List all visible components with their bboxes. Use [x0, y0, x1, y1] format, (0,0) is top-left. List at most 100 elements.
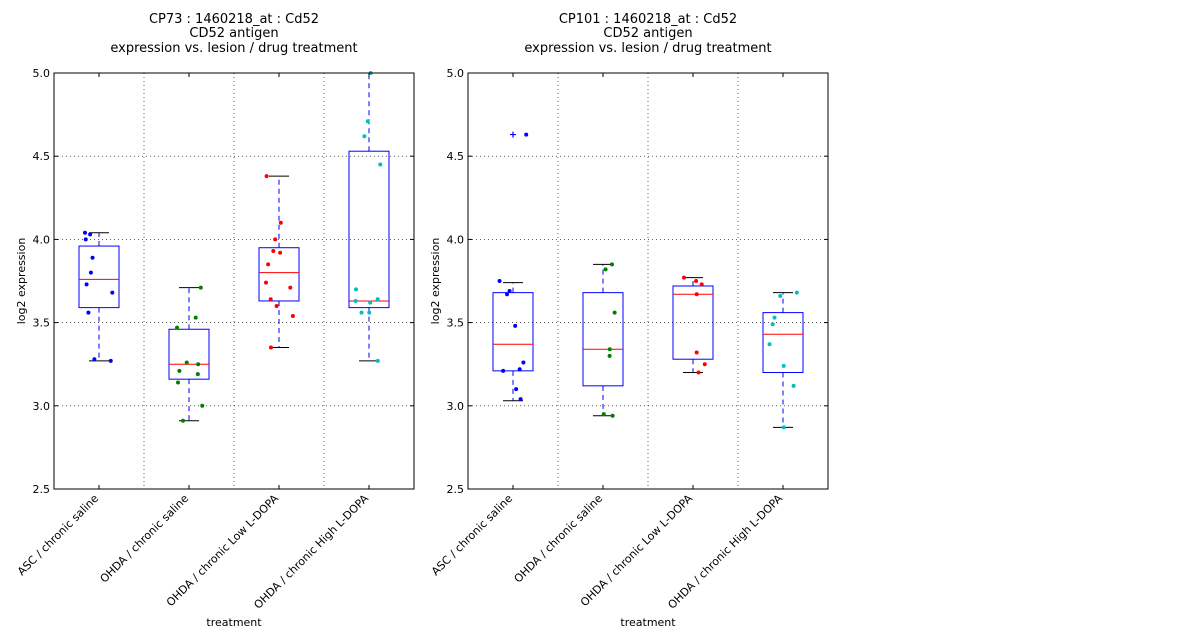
data-point — [367, 310, 372, 315]
y-tick-label: 2.5 — [33, 483, 51, 496]
data-point — [603, 267, 608, 272]
y-tick-label: 4.0 — [447, 233, 465, 246]
data-point — [353, 287, 358, 292]
data-point — [268, 297, 273, 302]
box-iqr — [672, 285, 714, 360]
data-point — [274, 303, 279, 308]
box-1 — [168, 287, 210, 422]
x-tick-label: ASC / chronic saline — [15, 492, 101, 578]
data-point — [264, 280, 269, 285]
box-2 — [258, 175, 300, 349]
data-point — [198, 285, 203, 290]
chart-title-line-2: CD52 antigen — [189, 26, 278, 41]
data-point — [518, 397, 523, 402]
data-point — [90, 255, 95, 260]
box-1 — [582, 263, 624, 417]
data-point — [108, 358, 113, 363]
y-tick-label: 3.5 — [33, 317, 51, 330]
data-point — [83, 230, 87, 235]
data-point — [359, 310, 364, 315]
data-point — [696, 370, 701, 375]
y-tick-label: 4.0 — [33, 233, 51, 246]
axes-frame — [53, 72, 415, 490]
y-tick-label: 3.0 — [447, 400, 465, 413]
data-point — [699, 282, 704, 287]
data-point — [772, 315, 777, 320]
data-point — [278, 250, 283, 255]
data-point — [278, 220, 283, 225]
data-point — [794, 290, 799, 295]
data-point — [513, 323, 518, 328]
x-tick-label: OHDA / chronic saline — [512, 492, 606, 586]
data-point — [266, 262, 271, 267]
data-point — [781, 363, 786, 368]
data-point — [524, 132, 529, 137]
data-point — [601, 412, 606, 417]
box-iqr — [78, 245, 120, 309]
box-2 — [672, 277, 714, 374]
data-point — [770, 322, 775, 327]
data-point — [290, 313, 295, 318]
data-point — [200, 403, 205, 408]
data-point — [86, 310, 91, 315]
data-point — [195, 372, 200, 377]
data-point — [362, 134, 367, 139]
data-point — [702, 362, 707, 367]
box-0 — [492, 131, 534, 402]
data-point — [83, 237, 88, 242]
data-point — [175, 325, 180, 330]
axes-frame — [467, 72, 829, 490]
y-tick-label: 4.5 — [33, 150, 51, 163]
data-point — [507, 288, 512, 293]
data-point — [193, 315, 198, 320]
y-tick-label: 3.0 — [33, 400, 51, 413]
data-point — [268, 345, 273, 350]
chart-title-line-3: expression vs. lesion / drug treatment — [524, 41, 771, 56]
y-axis-label: log2 expression — [429, 238, 442, 325]
y-tick-label: 5.0 — [447, 67, 465, 80]
box-3 — [348, 72, 390, 362]
box-iqr — [258, 247, 300, 302]
data-point — [264, 174, 269, 179]
data-point — [88, 232, 93, 237]
data-point — [517, 367, 522, 372]
chart-panel-cp73: CP73 : 1460218_at : Cd52 CD52 antigen ex… — [15, 12, 415, 629]
data-point — [682, 275, 687, 280]
data-point — [778, 293, 783, 298]
data-point — [505, 292, 510, 297]
chart-panel-cp101: CP101 : 1460218_at : Cd52 CD52 antigen e… — [429, 12, 829, 629]
x-axis-label: treatment — [620, 616, 676, 629]
data-point — [607, 347, 612, 352]
chart-title-line-1: CP101 : 1460218_at : Cd52 — [559, 12, 737, 27]
plot-area: 2.5 3.0 3.5 4.0 4.5 5.0 ASC / chronic salineOH… — [15, 67, 415, 612]
data-point — [610, 413, 615, 418]
data-point — [288, 285, 293, 290]
data-point — [365, 119, 370, 124]
chart-title-line-2: CD52 antigen — [603, 26, 692, 41]
x-axis-label: treatment — [206, 616, 262, 629]
data-point — [694, 292, 699, 297]
data-point — [92, 357, 97, 362]
data-point — [375, 358, 380, 363]
data-point — [271, 249, 276, 254]
data-point — [184, 360, 189, 365]
chart-title-line-3: expression vs. lesion / drug treatment — [110, 41, 357, 56]
data-point — [273, 237, 278, 242]
box-0 — [78, 232, 120, 362]
data-point — [781, 425, 786, 430]
data-point — [378, 162, 383, 167]
data-point — [767, 342, 772, 347]
data-point — [353, 298, 358, 303]
box-iqr — [582, 292, 624, 387]
box-3 — [762, 292, 804, 428]
x-tick-label: ASC / chronic saline — [429, 492, 515, 578]
data-point — [521, 360, 526, 365]
data-point — [501, 368, 506, 373]
box-iqr — [492, 292, 534, 372]
box-iqr — [762, 312, 804, 374]
y-tick-label: 2.5 — [447, 483, 465, 496]
data-point — [609, 262, 614, 267]
x-tick-label: OHDA / chronic saline — [98, 492, 192, 586]
plot-area: 2.5 3.0 3.5 4.0 4.5 5.0 ASC / chronic salineOH… — [429, 67, 829, 612]
data-point — [694, 279, 699, 283]
